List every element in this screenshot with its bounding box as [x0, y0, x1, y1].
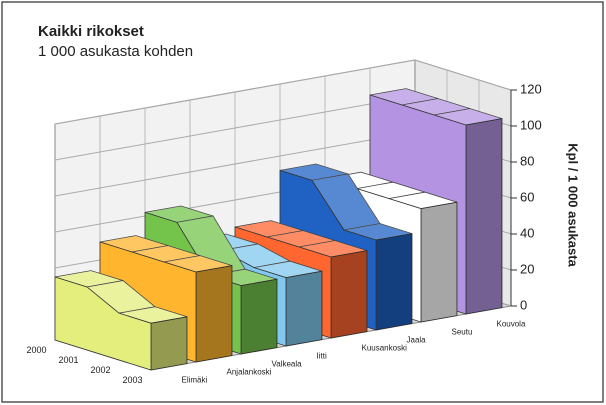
- depth-label: 2001: [58, 355, 78, 365]
- chart-subtitle: 1 000 asukasta kohden: [38, 43, 193, 60]
- top-shade: [132, 245, 200, 262]
- series-label: Jaala: [407, 336, 427, 345]
- top-shade: [145, 206, 213, 223]
- depth-label: 2002: [90, 365, 110, 375]
- series-label: Anjalankoski: [227, 368, 272, 377]
- depth-label: 2000: [26, 345, 46, 355]
- top-shade: [119, 306, 187, 324]
- end-shade: [286, 271, 322, 346]
- top-shade: [370, 88, 438, 105]
- top-shade: [299, 240, 367, 257]
- top-shade: [177, 216, 245, 276]
- y-tick-label: 40: [520, 225, 534, 240]
- chart-title: Kaikki rikokset: [38, 23, 144, 40]
- depth-label: 2003: [122, 375, 142, 385]
- top-shade: [267, 230, 335, 247]
- end-shade: [241, 279, 277, 354]
- y-tick-label: 120: [520, 81, 542, 96]
- series-label: Elimäki: [182, 376, 208, 385]
- series-label: Valkeala: [272, 360, 303, 369]
- top-shade: [389, 192, 457, 209]
- top-shade: [434, 108, 502, 125]
- y-tick-label: 60: [520, 189, 534, 204]
- series-label: Seutu: [452, 328, 473, 337]
- top-shade: [254, 261, 322, 278]
- end-shade: [421, 202, 457, 322]
- top-shade: [344, 223, 412, 240]
- series-label: Iitti: [317, 352, 327, 361]
- top-shade: [312, 174, 380, 230]
- end-shade: [331, 250, 367, 338]
- top-shade: [357, 182, 425, 199]
- y-tick-label: 0: [520, 297, 527, 312]
- top-shade: [87, 280, 155, 314]
- end-shade: [196, 265, 232, 362]
- series-label: Kuusankoski: [362, 344, 408, 353]
- end-shade: [466, 118, 502, 314]
- ribbon-side: [54, 276, 152, 371]
- y-tick-label: 100: [520, 117, 542, 132]
- top-shade: [100, 235, 168, 252]
- end-shade: [376, 233, 412, 330]
- end-shade: [151, 316, 187, 370]
- top-shade: [164, 255, 232, 272]
- y-tick-label: 80: [520, 153, 534, 168]
- grid-line: [54, 59, 512, 125]
- top-shade: [222, 244, 290, 268]
- top-shade: [402, 98, 470, 115]
- top-shade: [55, 270, 123, 287]
- series-label: Kouvola: [497, 320, 526, 329]
- top-shade: [280, 164, 348, 181]
- top-shade: [235, 220, 303, 237]
- y-axis-label: Kpl / 1 000 asukasta: [566, 143, 581, 267]
- y-tick-label: 20: [520, 261, 534, 276]
